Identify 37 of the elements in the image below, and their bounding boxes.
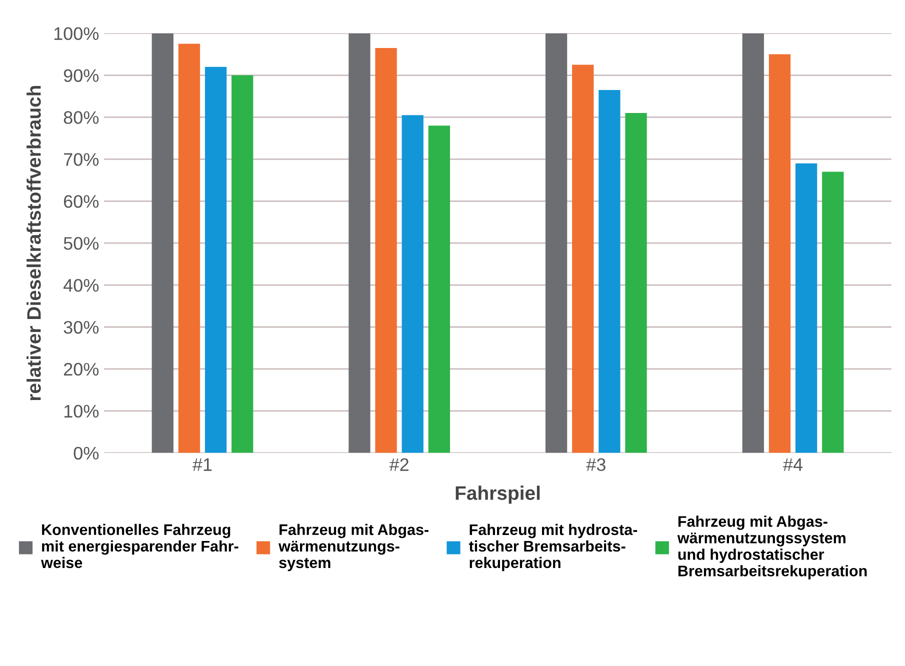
y-tick-label: 20% — [64, 362, 99, 376]
legend-label: Fahrzeug mit Abgas- wärmenutzungs- system — [278, 524, 428, 572]
bar — [204, 66, 227, 453]
y-tick-label: 80% — [64, 111, 99, 124]
bar — [428, 126, 450, 453]
x-tick-label: #3 — [586, 458, 606, 472]
legend-label: Konventionelles Fahrzeug mit energiesparender Fahr- weise — [40, 524, 238, 568]
legend-label: Fahrzeug mit Abgas- wärmenutzungssystem und hydrostatischer Bremsarbeitsrekuperation — [677, 516, 867, 580]
y-tick-label: 40% — [63, 278, 99, 292]
y-tick-label: 90% — [64, 69, 99, 82]
bar — [625, 113, 647, 453]
bar — [375, 48, 397, 453]
bar — [178, 44, 200, 453]
y-tick-label: 0% — [74, 446, 99, 460]
y-tick-label: 60% — [64, 195, 99, 208]
bar — [598, 90, 620, 453]
y-tick-label: 50% — [64, 237, 99, 250]
x-tick-label: #2 — [389, 458, 408, 471]
legend-label: Fahrzeug mit hydrosta- tischer Bremsarbeits- rekuperation — [468, 524, 638, 572]
bar — [545, 33, 568, 453]
bar — [795, 163, 818, 453]
x-axis-title: Fahrspiel — [456, 486, 540, 504]
y-tick-label: 10% — [64, 404, 99, 418]
bar — [572, 64, 594, 453]
bar — [348, 33, 370, 453]
bar — [152, 33, 174, 453]
y-tick-label: 70% — [64, 153, 99, 166]
x-tick-label: #1 — [192, 458, 212, 471]
y-tick-label: 30% — [64, 320, 99, 334]
bar — [822, 172, 844, 453]
bar — [768, 54, 791, 453]
x-tick-label: #4 — [783, 458, 803, 471]
bar — [402, 115, 424, 453]
bar — [232, 75, 254, 453]
bar — [742, 33, 764, 453]
y-tick-label: 100% — [54, 27, 99, 40]
y-axis-title: relativer Dieselkraftstoffverbrauch — [26, 86, 41, 400]
